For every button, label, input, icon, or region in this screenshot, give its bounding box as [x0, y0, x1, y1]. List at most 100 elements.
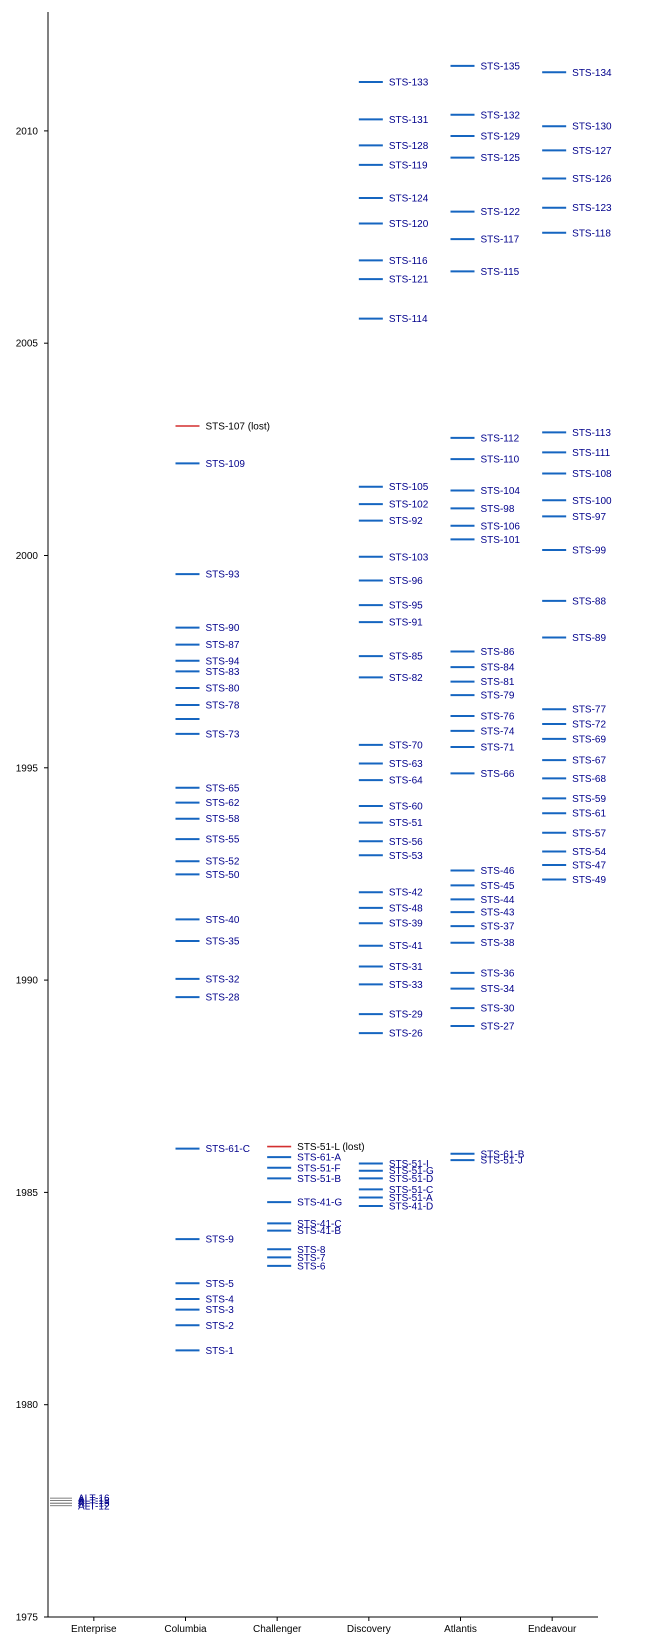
- mission-label: STS-37: [481, 922, 515, 933]
- mission-label: STS-104: [481, 486, 521, 497]
- mission-label: STS-80: [206, 683, 240, 694]
- mission-label: STS-93: [206, 570, 240, 581]
- mission-label: STS-95: [389, 601, 423, 612]
- mission-label: STS-41-C: [297, 1219, 341, 1230]
- mission-label: STS-123: [572, 203, 612, 214]
- mission-label: STS-119: [389, 160, 428, 171]
- mission-label: STS-61: [572, 809, 606, 820]
- mission-label: STS-5: [206, 1279, 235, 1290]
- mission-label: STS-125: [481, 153, 521, 164]
- mission-label: STS-51-D: [389, 1174, 433, 1185]
- mission-label: STS-105: [389, 482, 429, 493]
- mission-label: STS-85: [389, 652, 423, 663]
- mission-label: STS-124: [389, 193, 429, 204]
- mission-label: STS-40: [206, 915, 240, 926]
- mission-label: STS-2: [206, 1321, 235, 1332]
- mission-label: STS-50: [206, 870, 240, 881]
- mission-label: STS-116: [389, 256, 428, 267]
- mission-label: STS-51-L (lost): [297, 1142, 364, 1153]
- mission-label: STS-62: [206, 798, 240, 809]
- mission-label: STS-135: [481, 61, 521, 72]
- mission-label: STS-7: [297, 1253, 326, 1264]
- x-axis: Enterprise Columbia Challenger Discovery Atl…: [48, 1616, 598, 1635]
- mission-label: STS-47: [572, 861, 606, 872]
- mission-label: STS-90: [206, 623, 240, 634]
- mission-label: STS-79: [481, 691, 515, 702]
- x-tick-label: Endeavour: [528, 1624, 577, 1635]
- mission-label: STS-41-B: [297, 1226, 341, 1237]
- mission-label: STS-97: [572, 512, 606, 523]
- mission-label: STS-133: [389, 78, 429, 89]
- mission-label: STS-3: [206, 1305, 235, 1316]
- mission-label: STS-129: [481, 131, 521, 142]
- mission-label: STS-111: [572, 448, 610, 459]
- mission-label: STS-61-B: [481, 1149, 525, 1160]
- mission-label: STS-31: [389, 962, 423, 973]
- mission-label: STS-109: [206, 459, 246, 470]
- mission-label: STS-127: [572, 146, 612, 157]
- mission-label: STS-102: [389, 500, 429, 511]
- mission-label: STS-51-A: [389, 1193, 433, 1204]
- mission-label: STS-51-I: [389, 1159, 429, 1170]
- mission-label: STS-52: [206, 857, 240, 868]
- mission-label: STS-28: [206, 993, 240, 1004]
- mission-label: STS-66: [481, 769, 515, 780]
- mission-label: STS-103: [389, 552, 429, 563]
- mission-label: STS-51: [389, 818, 423, 829]
- series-columbia: STS-107 (lost) STS-109 STS-93 STS-90 STS-87 S…: [175, 421, 270, 1357]
- y-tick-label: 2005: [16, 339, 39, 350]
- mission-label: STS-126: [572, 174, 612, 185]
- mission-label: STS-6: [297, 1261, 326, 1272]
- mission-label: STS-73: [206, 729, 240, 740]
- mission-label: STS-117: [481, 235, 520, 246]
- mission-label: STS-8: [297, 1245, 326, 1256]
- x-tick-label: Atlantis: [444, 1624, 477, 1635]
- mission-label: STS-56: [389, 837, 423, 848]
- mission-label: ALT-16: [78, 1494, 110, 1505]
- mission-label: STS-92: [389, 516, 423, 527]
- series-atlantis: STS-135 STS-132 STS-129 STS-125 STS-122 STS-1…: [450, 61, 525, 1167]
- mission-label: STS-69: [572, 734, 606, 745]
- mission-label: STS-30: [481, 1004, 515, 1015]
- mission-label: STS-106: [481, 521, 521, 532]
- mission-label: STS-46: [481, 866, 515, 877]
- mission-label: STS-67: [572, 756, 606, 767]
- mission-label: STS-26: [389, 1029, 423, 1040]
- mission-label: ALT-12: [78, 1501, 110, 1512]
- mission-label: STS-51-G: [389, 1166, 434, 1177]
- mission-label: STS-58: [206, 814, 240, 825]
- mission-label: ALT-13: [78, 1496, 110, 1507]
- y-ticks: 1975 1980 1985 1990 1995 2000 2005 2010: [16, 126, 48, 1624]
- mission-label: STS-42: [389, 888, 423, 899]
- mission-label: STS-87: [206, 640, 240, 651]
- mission-label: STS-27: [481, 1021, 515, 1032]
- mission-label: STS-82: [389, 673, 423, 684]
- mission-label: STS-98: [481, 504, 515, 515]
- mission-label: STS-1: [206, 1346, 235, 1357]
- mission-label: STS-74: [481, 726, 515, 737]
- mission-label: STS-59: [572, 794, 606, 805]
- mission-label: STS-88: [572, 596, 606, 607]
- mission-label: STS-57: [572, 828, 606, 839]
- mission-label: STS-115: [481, 267, 520, 278]
- series-discovery: STS-133 STS-131 STS-128 STS-119 STS-124 STS-1…: [358, 78, 434, 1212]
- mission-label: STS-43: [481, 908, 515, 919]
- mission-label: STS-61-C: [206, 1144, 250, 1155]
- mission-label: STS-51-B: [297, 1174, 341, 1185]
- mission-label: STS-70: [389, 740, 423, 751]
- mission-label: STS-121: [389, 275, 429, 286]
- mission-label: STS-55: [206, 835, 240, 846]
- y-tick-label: 1980: [16, 1400, 39, 1411]
- series-endeavour: STS-134 STS-130 STS-127 STS-126 STS-123 STS-1…: [542, 68, 612, 886]
- mission-label: STS-35: [206, 937, 240, 948]
- y-tick-label: 1995: [16, 763, 39, 774]
- mission-label: STS-64: [389, 776, 423, 787]
- mission-label: STS-120: [389, 219, 429, 230]
- mission-label: STS-101: [481, 535, 521, 546]
- mission-label: STS-84: [481, 663, 515, 674]
- mission-label: STS-9: [206, 1235, 235, 1246]
- mission-label: STS-81: [481, 677, 515, 688]
- mission-label: STS-76: [481, 711, 515, 722]
- mission-label: STS-94: [206, 656, 240, 667]
